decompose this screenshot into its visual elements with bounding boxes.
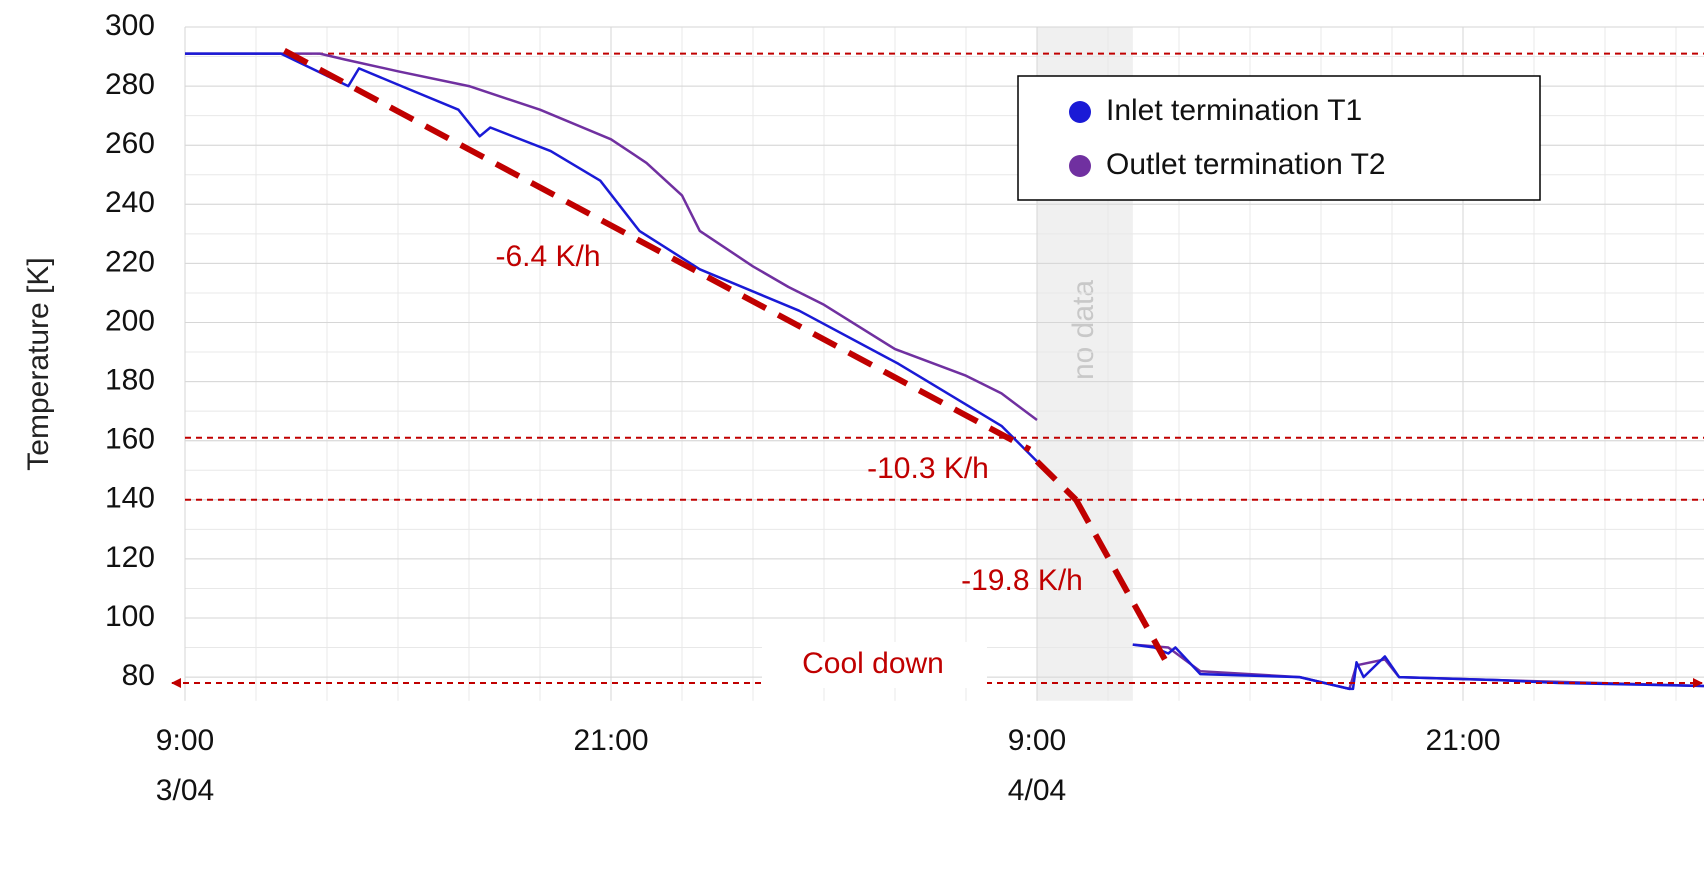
y-tick-label: 240	[105, 186, 155, 219]
no-data-label: no data	[1067, 280, 1100, 380]
y-tick-label: 120	[105, 541, 155, 574]
legend-marker	[1069, 101, 1091, 123]
y-tick-label: 280	[105, 68, 155, 101]
x-tick-label: 21:00	[1425, 724, 1500, 757]
trend-label: -6.4 K/h	[495, 240, 600, 273]
x-tick-label: 9:00	[156, 724, 214, 757]
x-date-label: 4/04	[1008, 774, 1066, 807]
y-tick-label: 300	[105, 9, 155, 42]
legend-box	[1017, 75, 1541, 201]
y-tick-label: 260	[105, 127, 155, 160]
legend-marker	[1069, 155, 1091, 177]
trend-line	[1073, 498, 1168, 661]
span-label: Cool down	[802, 647, 944, 680]
trend-label: -10.3 K/h	[867, 452, 989, 485]
y-tick-label: 100	[105, 600, 155, 633]
y-axis-label: Temperature [K]	[22, 257, 55, 470]
y-tick-label: 140	[105, 482, 155, 515]
trend-label: -19.8 K/h	[961, 564, 1083, 597]
y-tick-label: 160	[105, 423, 155, 456]
y-tick-label: 80	[122, 659, 155, 692]
x-tick-label: 21:00	[573, 724, 648, 757]
y-tick-label: 200	[105, 304, 155, 337]
trend-line	[282, 47, 1032, 453]
span-label-bg	[762, 642, 987, 688]
trend-line	[1034, 459, 1079, 502]
y-tick-label: 180	[105, 364, 155, 397]
x-tick-label: 9:00	[1008, 724, 1066, 757]
legend-label: Inlet termination T1	[1106, 94, 1362, 127]
legend-label: Outlet termination T2	[1106, 148, 1386, 181]
x-date-label: 3/04	[156, 774, 214, 807]
y-tick-label: 220	[105, 245, 155, 278]
